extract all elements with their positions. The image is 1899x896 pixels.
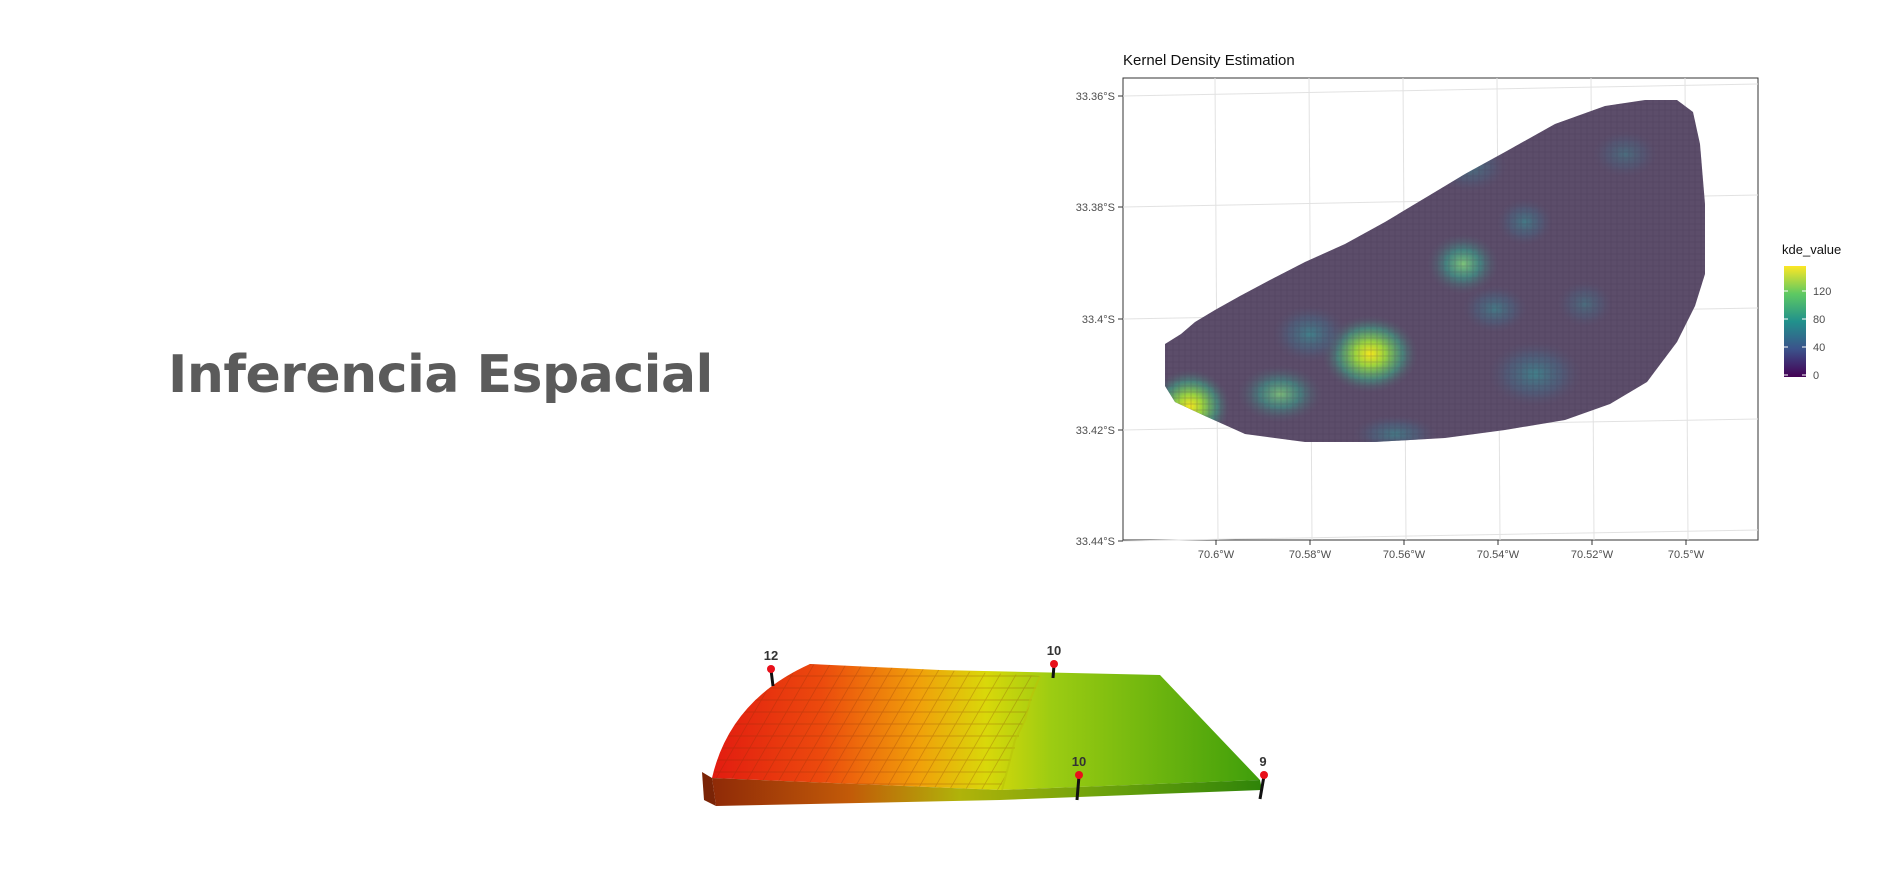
pin-label: 10 [1072, 754, 1086, 769]
x-tick-label: 70.52°W [1571, 549, 1614, 561]
x-tick-label: 70.5°W [1668, 549, 1705, 561]
terrain-blocks [712, 664, 1040, 790]
pin-marker: 12 [764, 648, 778, 687]
legend: kde_value 120 80 40 0 [1782, 242, 1841, 382]
axis-ticks [1118, 95, 1687, 545]
y-tick-label: 33.42°S [1076, 425, 1115, 437]
x-tick-label: 70.58°W [1289, 549, 1332, 561]
y-tick-label: 33.36°S [1076, 91, 1115, 103]
legend-title: kde_value [1782, 242, 1841, 257]
x-tick-label: 70.6°W [1198, 549, 1235, 561]
y-tick-label: 33.44°S [1076, 536, 1115, 548]
terrain-pins: 12 10 10 9 [764, 643, 1268, 801]
slide-title: Inferencia Espacial [168, 345, 713, 405]
y-tick-label: 33.38°S [1076, 202, 1115, 214]
legend-tick-label: 80 [1813, 314, 1825, 326]
x-tick-labels: 70.6°W 70.58°W 70.56°W 70.54°W 70.52°W 7… [1198, 549, 1705, 561]
kde-title: Kernel Density Estimation [1123, 52, 1295, 69]
pin-marker: 10 [1047, 643, 1061, 679]
terrain-figure: 12 10 10 9 [700, 640, 1290, 830]
legend-tick-label: 0 [1813, 370, 1819, 382]
kde-plot: Kernel Density Estimation [1076, 52, 1842, 561]
pin-label: 10 [1047, 643, 1061, 658]
pin-marker: 9 [1258, 754, 1268, 800]
kde-figure: Kernel Density Estimation [1065, 44, 1865, 574]
x-tick-label: 70.56°W [1383, 549, 1426, 561]
pin-label: 12 [764, 648, 778, 663]
terrain-side [702, 772, 716, 806]
y-tick-label: 33.4°S [1082, 314, 1115, 326]
pin-label: 9 [1259, 754, 1266, 769]
legend-tick-label: 120 [1813, 286, 1831, 298]
legend-tick-label: 40 [1813, 342, 1825, 354]
terrain-front [712, 778, 1262, 806]
x-tick-label: 70.54°W [1477, 549, 1520, 561]
terrain-surface: 12 10 10 9 [702, 643, 1268, 806]
pin-marker: 10 [1072, 754, 1086, 801]
y-tick-labels: 33.36°S 33.38°S 33.4°S 33.42°S 33.44°S [1076, 91, 1115, 548]
legend-colorbar [1784, 266, 1806, 377]
